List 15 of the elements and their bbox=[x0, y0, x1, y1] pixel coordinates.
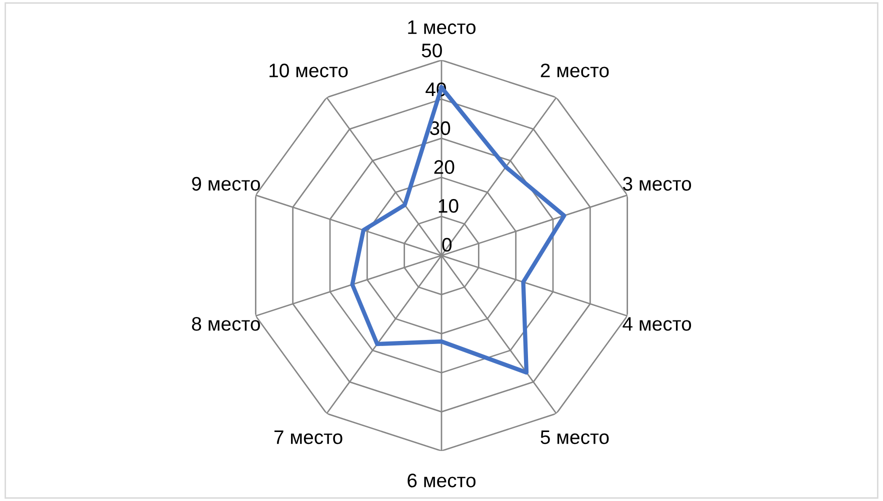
spoke-label: 1 место bbox=[408, 20, 476, 34]
spoke-label: 9 место bbox=[192, 176, 260, 191]
spoke-label: 2 место bbox=[540, 64, 609, 78]
spoke-label: 6 место bbox=[408, 474, 476, 488]
y-tick-label: 0 bbox=[442, 238, 452, 252]
y-tick-label: 10 bbox=[438, 199, 458, 213]
spoke-label: 10 место bbox=[270, 64, 348, 78]
y-tick-label: 50 bbox=[422, 44, 442, 58]
spoke-label: 5 место bbox=[540, 430, 609, 444]
spoke-label: 8 место bbox=[192, 316, 260, 331]
spoke-label: 3 место bbox=[622, 176, 692, 191]
y-tick-label: 20 bbox=[434, 160, 454, 174]
spoke-label: 7 место bbox=[274, 430, 342, 444]
y-tick-label: 30 bbox=[430, 121, 450, 136]
spoke-label: 4 место bbox=[622, 317, 692, 331]
